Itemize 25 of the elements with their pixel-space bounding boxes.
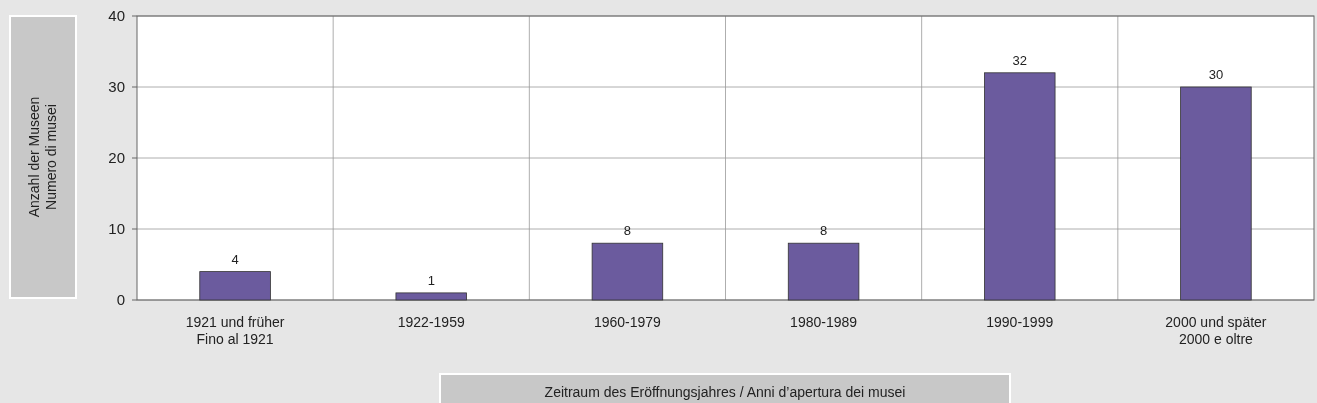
x-tick-label: 1922-1959 <box>397 314 465 330</box>
bar <box>591 242 664 301</box>
y-axis-title: Anzahl der Museen Numero di musei <box>26 96 59 218</box>
data-label: 30 <box>1208 67 1224 82</box>
y-tick-label: 20 <box>108 149 125 167</box>
bar <box>395 292 467 301</box>
data-label: 8 <box>819 223 828 239</box>
x-tick-label: 1921 und früher Fino al 1921 <box>185 314 285 347</box>
data-label: 1 <box>427 272 435 288</box>
bar <box>787 242 860 301</box>
data-label: 4 <box>231 251 239 267</box>
bar <box>1180 86 1252 301</box>
x-tick-label: 1990-1999 <box>986 314 1054 330</box>
bar <box>984 72 1056 301</box>
y-tick-label: 10 <box>108 220 125 238</box>
x-tick-label: 1960-1979 <box>593 314 662 330</box>
bar <box>199 271 271 301</box>
x-axis-title: Zeitraum des Eröffnungsjahres / Anni d’apertura dei musei <box>544 383 906 400</box>
x-tick-label: 1980-1989 <box>790 314 858 330</box>
y-tick-label: 0 <box>116 291 125 309</box>
data-label: 32 <box>1012 52 1027 68</box>
y-tick-label: 30 <box>108 78 125 96</box>
y-tick-label: 40 <box>108 7 125 25</box>
data-label: 8 <box>623 223 632 239</box>
x-tick-label: 2000 und später 2000 e oltre <box>1165 314 1267 347</box>
